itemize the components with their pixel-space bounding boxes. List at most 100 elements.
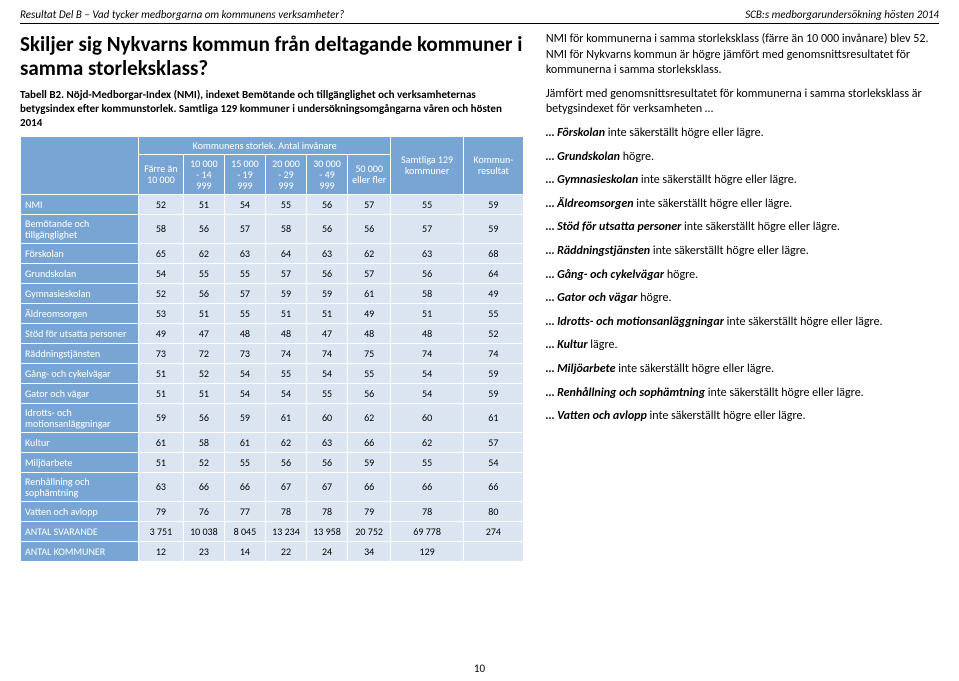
data-table: Kommunens storlek. Antal invånare Samtli… (20, 136, 524, 562)
table-cell: 55 (391, 452, 464, 472)
table-row: Förskolan6562636463626368 (21, 243, 524, 263)
table-cell: 63 (139, 472, 184, 501)
table-row: Gator och vägar5151545455565459 (21, 383, 524, 403)
table-cell: 78 (265, 501, 306, 521)
table-cell: 56 (183, 403, 224, 432)
comparison-item: … Grundskolan högre. (546, 150, 939, 166)
table-cell: 74 (307, 343, 348, 363)
table-cell: 56 (307, 263, 348, 283)
table-cell: 77 (224, 501, 265, 521)
table-cell: 56 (348, 383, 391, 403)
comparison-rest: inte säkerställt högre eller lägre. (705, 386, 864, 400)
table-cell: 62 (348, 243, 391, 263)
left-column: Skiljer sig Nykvarns kommun från deltaga… (20, 32, 524, 562)
table-cell: 61 (265, 403, 306, 432)
header-left: Resultat Del B – Vad tycker medborgarna … (20, 8, 344, 21)
table-cell: 52 (183, 452, 224, 472)
col-superheader: Kommunens storlek. Antal invånare (139, 136, 391, 154)
table-cell: 51 (265, 303, 306, 323)
table-cell: 23 (183, 541, 224, 561)
comparison-lead: … Idrotts- och motionsanläggningar (546, 315, 724, 329)
table-cell: 74 (463, 343, 523, 363)
table-cell: 20 752 (348, 521, 391, 541)
page-number: 10 (474, 662, 485, 675)
right-column: NMI för kommunerna i samma storleksklass… (546, 32, 939, 562)
table-head: Kommunens storlek. Antal invånare Samtli… (21, 136, 524, 194)
table-cell: 13 234 (265, 521, 306, 541)
comparison-rest: inte säkerställt högre eller lägre. (634, 197, 793, 211)
comparison-rest: inte säkerställt högre eller lägre. (605, 126, 764, 140)
table-cell: 55 (265, 363, 306, 383)
page-title: Skiljer sig Nykvarns kommun från deltaga… (20, 32, 524, 80)
table-cell: 61 (224, 432, 265, 452)
table-cell: 51 (139, 363, 184, 383)
table-cell: 55 (463, 303, 523, 323)
table-cell: 54 (391, 383, 464, 403)
comparison-item: … Äldreomsorgen inte säkerställt högre e… (546, 197, 939, 213)
table-cell: 66 (224, 472, 265, 501)
comparison-rest: inte säkerställt högre eller lägre. (681, 220, 840, 234)
col-size-3: 20 000 - 29 999 (265, 154, 306, 194)
comparison-rest: inte säkerställt högre eller lägre. (638, 173, 797, 187)
table-cell: 59 (224, 403, 265, 432)
table-cell: 67 (265, 472, 306, 501)
comparison-lead: … Räddningstjänsten (546, 244, 650, 258)
table-row: ANTAL SVARANDE3 75110 0388 04513 23413 9… (21, 521, 524, 541)
table-cell: 57 (348, 263, 391, 283)
table-cell: 67 (307, 472, 348, 501)
table-cell: 55 (224, 303, 265, 323)
table-cell: 59 (265, 283, 306, 303)
comparison-item: … Förskolan inte säkerställt högre eller… (546, 126, 939, 142)
comparison-item: … Gymnasieskolan inte säkerställt högre … (546, 173, 939, 189)
table-cell: 74 (391, 343, 464, 363)
row-label: Gymnasieskolan (21, 283, 139, 303)
comparison-list: … Förskolan inte säkerställt högre eller… (546, 126, 939, 425)
table-cell: 61 (348, 283, 391, 303)
table-cell: 56 (307, 214, 348, 243)
table-row: Miljöarbete5152555656595554 (21, 452, 524, 472)
row-label: Räddningstjänsten (21, 343, 139, 363)
row-label: NMI (21, 194, 139, 214)
comparison-lead: … Gång- och cykelvägar (546, 268, 664, 282)
table-cell: 63 (307, 432, 348, 452)
table-cell: 49 (348, 303, 391, 323)
table-cell: 54 (265, 383, 306, 403)
table-cell: 55 (183, 263, 224, 283)
intro-para-2: Jämfört med genomsnittsresultatet för ko… (546, 87, 939, 118)
table-cell: 58 (391, 283, 464, 303)
table-cell: 13 958 (307, 521, 348, 541)
comparison-item: … Gator och vägar högre. (546, 291, 939, 307)
table-cell: 48 (348, 323, 391, 343)
table-row: Gymnasieskolan5256575959615849 (21, 283, 524, 303)
table-cell: 73 (224, 343, 265, 363)
main-content: Skiljer sig Nykvarns kommun från deltaga… (20, 32, 939, 562)
comparison-rest: inte säkerställt högre eller lägre. (616, 362, 775, 376)
table-cell: 61 (463, 403, 523, 432)
intro-para-1: NMI för kommunerna i samma storleksklass… (546, 32, 939, 79)
comparison-lead: … Gymnasieskolan (546, 173, 638, 187)
table-cell: 66 (183, 472, 224, 501)
col-samtliga: Samtliga 129 kommuner (391, 136, 464, 194)
table-cell: 51 (183, 383, 224, 403)
table-cell: 52 (463, 323, 523, 343)
table-cell: 56 (265, 452, 306, 472)
table-cell: 55 (307, 383, 348, 403)
comparison-lead: … Gator och vägar (546, 291, 638, 305)
table-cell: 62 (265, 432, 306, 452)
table-cell: 74 (265, 343, 306, 363)
table-cell: 62 (391, 432, 464, 452)
row-label: Äldreomsorgen (21, 303, 139, 323)
table-cell: 58 (265, 214, 306, 243)
row-label: Stöd för utsatta personer (21, 323, 139, 343)
table-cell: 57 (224, 214, 265, 243)
table-cell: 51 (183, 303, 224, 323)
table-cell: 80 (463, 501, 523, 521)
table-cell: 78 (391, 501, 464, 521)
table-cell: 51 (139, 452, 184, 472)
table-cell: 63 (391, 243, 464, 263)
table-cell: 76 (183, 501, 224, 521)
table-cell: 57 (265, 263, 306, 283)
table-row: Renhållning och sophämtning6366666767666… (21, 472, 524, 501)
table-cell: 51 (139, 383, 184, 403)
table-cell: 52 (139, 283, 184, 303)
